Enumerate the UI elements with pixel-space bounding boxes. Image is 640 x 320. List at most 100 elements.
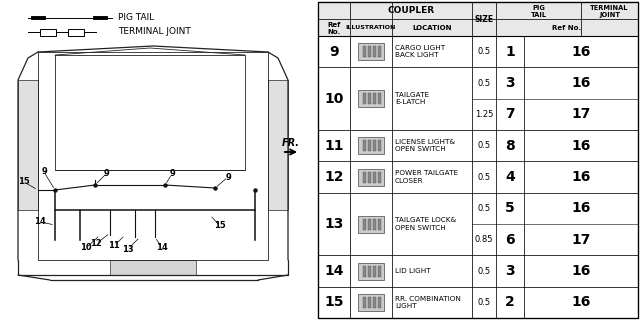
Bar [368,172,371,182]
Bar [110,260,196,275]
Text: 14: 14 [156,244,168,252]
Bar [363,140,366,151]
Bar [373,219,376,229]
Text: 16: 16 [572,45,591,59]
Text: 16: 16 [572,264,591,278]
Text: 11: 11 [324,139,344,153]
Text: 1: 1 [505,45,515,59]
Text: 0.5: 0.5 [477,172,491,181]
Bar [68,28,84,36]
Text: 0.85: 0.85 [475,235,493,244]
Text: RR. COMBINATION
LIGHT: RR. COMBINATION LIGHT [395,296,461,309]
Text: PIG
TAIL: PIG TAIL [531,5,547,18]
Text: 10: 10 [80,244,92,252]
Text: LID LIGHT: LID LIGHT [395,268,431,274]
Bar [373,46,376,57]
Text: 7: 7 [505,107,515,121]
Text: FR.: FR. [282,138,300,148]
Bar [363,93,366,104]
Bar [378,172,381,182]
Text: 0.5: 0.5 [477,78,491,87]
Bar [368,297,371,308]
Text: COUPLER: COUPLER [387,6,435,15]
Text: 4: 4 [505,170,515,184]
Text: 15: 15 [18,178,30,187]
Text: POWER TAILGATE
CLOSER: POWER TAILGATE CLOSER [395,170,458,184]
Text: 0.5: 0.5 [477,204,491,213]
Text: 11: 11 [108,242,120,251]
Text: Ref
No.: Ref No. [327,22,340,35]
Bar [378,219,381,229]
Bar [318,2,638,318]
Bar [368,93,371,104]
Bar [358,262,384,279]
Text: TAILGATE LOCK&
OPEN SWITCH: TAILGATE LOCK& OPEN SWITCH [395,217,456,231]
Text: 3: 3 [505,76,515,90]
Bar [368,219,371,229]
Bar [318,2,638,36]
Bar [40,28,56,36]
Text: 0.5: 0.5 [477,141,491,150]
Text: 0.5: 0.5 [477,47,491,56]
Bar [268,80,288,210]
Text: 0.5: 0.5 [477,267,491,276]
Bar [18,80,38,210]
Text: 9: 9 [225,172,231,181]
Text: 9: 9 [41,167,47,177]
Text: 16: 16 [572,201,591,215]
Text: 17: 17 [572,107,591,121]
Text: SIZE: SIZE [474,14,493,23]
Text: 9: 9 [169,170,175,179]
Bar [363,266,366,276]
Text: TERMINAL
JOINT: TERMINAL JOINT [590,5,628,18]
Text: TAILGATE
E-LATCH: TAILGATE E-LATCH [395,92,429,105]
Bar [378,297,381,308]
Bar [363,46,366,57]
Text: Ref No.: Ref No. [552,25,582,30]
Text: 16: 16 [572,76,591,90]
Bar [368,46,371,57]
Text: 1.25: 1.25 [475,110,493,119]
Text: CARGO LIGHT
BACK LIGHT: CARGO LIGHT BACK LIGHT [395,45,445,59]
Text: 2: 2 [505,295,515,309]
Text: TERMINAL JOINT: TERMINAL JOINT [118,28,191,36]
Text: PIG TAIL: PIG TAIL [118,13,154,22]
Bar [378,140,381,151]
Text: 17: 17 [572,233,591,247]
Bar [373,266,376,276]
Text: 8: 8 [505,139,515,153]
Bar [373,93,376,104]
Bar [358,294,384,311]
Bar [318,2,638,318]
Text: 14: 14 [34,218,46,227]
Text: LOCATION: LOCATION [412,25,452,30]
Text: 9: 9 [329,45,339,59]
Bar [363,172,366,182]
Text: 15: 15 [214,221,226,230]
Text: 15: 15 [324,295,344,309]
Bar [358,90,384,107]
Bar [378,93,381,104]
Bar [373,140,376,151]
Bar [358,215,384,233]
Bar [373,297,376,308]
Text: 3: 3 [505,264,515,278]
Text: 12: 12 [90,239,102,249]
Bar [363,297,366,308]
Text: 12: 12 [324,170,344,184]
Text: 10: 10 [324,92,344,106]
Bar [358,137,384,154]
Text: LICENSE LIGHT&
OPEN SWITCH: LICENSE LIGHT& OPEN SWITCH [395,139,455,152]
Text: 9: 9 [104,169,110,178]
Text: 16: 16 [572,170,591,184]
Text: 5: 5 [505,201,515,215]
Text: 6: 6 [505,233,515,247]
Text: 13: 13 [324,217,344,231]
Bar [358,169,384,186]
Text: 14: 14 [324,264,344,278]
Bar [378,46,381,57]
Bar [358,43,384,60]
Text: 13: 13 [122,244,134,253]
Text: ILLUSTRATION: ILLUSTRATION [346,25,396,30]
Bar [363,219,366,229]
